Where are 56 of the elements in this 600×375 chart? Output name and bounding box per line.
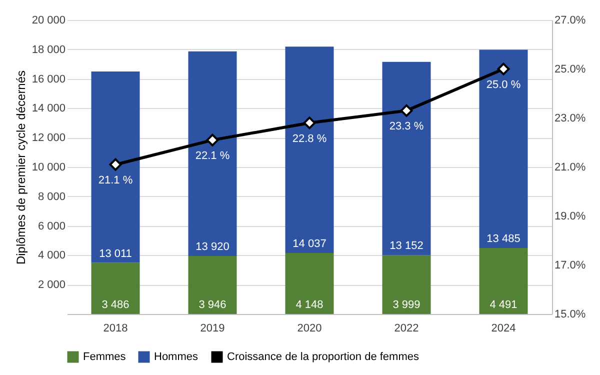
- bar: [479, 50, 528, 248]
- data-label: 13 011: [99, 248, 132, 260]
- data-label: 22.8 %: [292, 132, 327, 145]
- y-tick-label: 10 000: [32, 162, 66, 174]
- data-label: 22.1 %: [195, 150, 230, 162]
- data-label: 13 152: [390, 240, 424, 252]
- bar: [91, 71, 140, 263]
- y-axis-title: Diplômes de premier cycle décernés: [14, 70, 28, 265]
- data-label: 21.1 %: [98, 174, 133, 187]
- bar: [479, 248, 528, 314]
- bar: [382, 255, 431, 314]
- data-label: 25.0 %: [486, 79, 521, 91]
- data-label: 3 946: [198, 299, 226, 311]
- point: [497, 62, 510, 76]
- y-tick-label: 2 000: [38, 279, 66, 292]
- y2-tick-label: 17.0%: [554, 260, 586, 272]
- y2-tick-label: 19.0%: [554, 210, 586, 222]
- data-label: 23.3 %: [389, 120, 424, 133]
- bar: [285, 253, 334, 314]
- y-tick-label: 8 000: [38, 190, 66, 203]
- y-tick-label: 18 000: [32, 44, 66, 56]
- y2-tick-label: 25.0%: [554, 64, 586, 76]
- bar: [285, 46, 334, 254]
- x-tick-label: 2018: [103, 322, 128, 334]
- x-tick-label: 2024: [491, 322, 516, 334]
- y-tick-label: 4 000: [38, 250, 66, 262]
- point: [400, 104, 413, 117]
- y-tick-label: 14 000: [32, 102, 66, 115]
- data-label: 4 491: [490, 299, 518, 311]
- bar: [188, 256, 237, 314]
- y-tick-label: 12 000: [32, 132, 66, 144]
- legend-label: Croissance de la proportion de femmes: [227, 351, 420, 363]
- x-tick-label: 2020: [297, 322, 322, 334]
- y2-tick-label: 27.0%: [554, 14, 586, 26]
- y2-tick-label: 21.0%: [554, 162, 586, 174]
- y-tick-label: 6 000: [38, 220, 66, 232]
- x-tick-label: 2019: [200, 322, 225, 334]
- data-label: 3 486: [102, 299, 130, 311]
- data-label: 14 037: [292, 238, 326, 250]
- point: [303, 116, 316, 130]
- x-tick-label: 2022: [394, 322, 419, 334]
- legend-label: Hommes: [154, 351, 199, 363]
- y2-tick-label: 15.0%: [554, 308, 586, 320]
- y2-tick-label: 23.0%: [554, 112, 586, 124]
- point: [109, 158, 122, 171]
- y-tick-label: 20 000: [32, 14, 66, 26]
- y-tick-label: 16 000: [32, 73, 66, 86]
- data-label: 13 485: [486, 232, 520, 245]
- legend-label: Femmes: [83, 351, 126, 363]
- point: [206, 134, 219, 146]
- bar: [382, 62, 431, 256]
- bar: [91, 262, 140, 314]
- bar: [188, 51, 237, 256]
- data-label: 13 920: [196, 240, 230, 253]
- data-label: 3 999: [392, 299, 420, 311]
- data-label: 4 148: [296, 299, 324, 311]
